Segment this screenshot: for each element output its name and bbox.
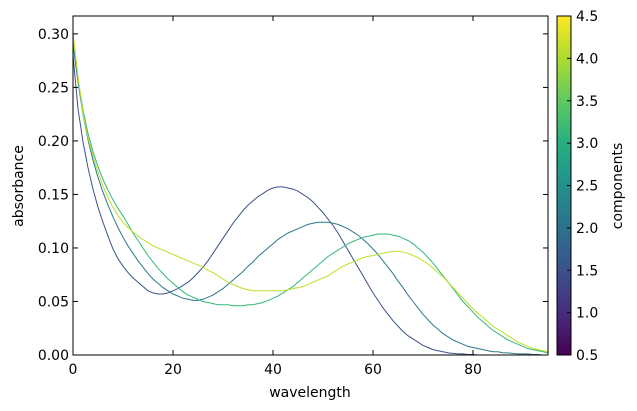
series-line-4 (73, 33, 548, 353)
y-tick-label: 0.05 (38, 294, 69, 310)
series-line-2 (73, 44, 548, 355)
colorbar-label: components (610, 143, 626, 230)
y-tick-label: 0.00 (38, 348, 69, 364)
colorbar-tick-label: 0.5 (576, 348, 598, 364)
y-axis: 0.00 0.05 0.10 0.15 0.20 0.25 0.30 (38, 27, 548, 364)
series-layer (73, 33, 548, 355)
y-tick-label: 0.25 (38, 80, 69, 96)
series-line-1 (73, 55, 548, 355)
x-axis: 0 20 40 60 80 (69, 16, 482, 378)
colorbar-tick-label: 2.0 (576, 221, 598, 237)
colorbar-tick-label: 1.0 (576, 306, 598, 322)
colorbar-tick-label: 2.5 (576, 179, 598, 195)
x-tick-label: 20 (164, 362, 182, 378)
y-tick-label: 0.10 (38, 241, 69, 257)
x-tick-label: 40 (264, 362, 282, 378)
y-tick-label: 0.20 (38, 134, 69, 150)
x-axis-label: wavelength (269, 385, 351, 401)
y-axis-label: absorbance (11, 145, 27, 227)
series-line-3 (73, 33, 548, 354)
y-tick-label: 0.15 (38, 187, 69, 203)
x-tick-label: 0 (69, 362, 78, 378)
colorbar-axis: 0.5 1.0 1.5 2.0 2.5 3.0 3.5 4.0 4.5 (567, 9, 598, 364)
x-tick-label: 80 (464, 362, 482, 378)
colorbar-tick-label: 4.5 (576, 9, 598, 25)
colorbar-tick-label: 3.0 (576, 136, 598, 152)
x-tick-label: 60 (364, 362, 382, 378)
plot-frame (72, 15, 549, 356)
colorbar-tick-label: 3.5 (576, 94, 598, 110)
y-tick-label: 0.30 (38, 27, 69, 43)
colorbar-tick-label: 1.5 (576, 263, 598, 279)
colorbar-tick-label: 4.0 (576, 51, 598, 67)
